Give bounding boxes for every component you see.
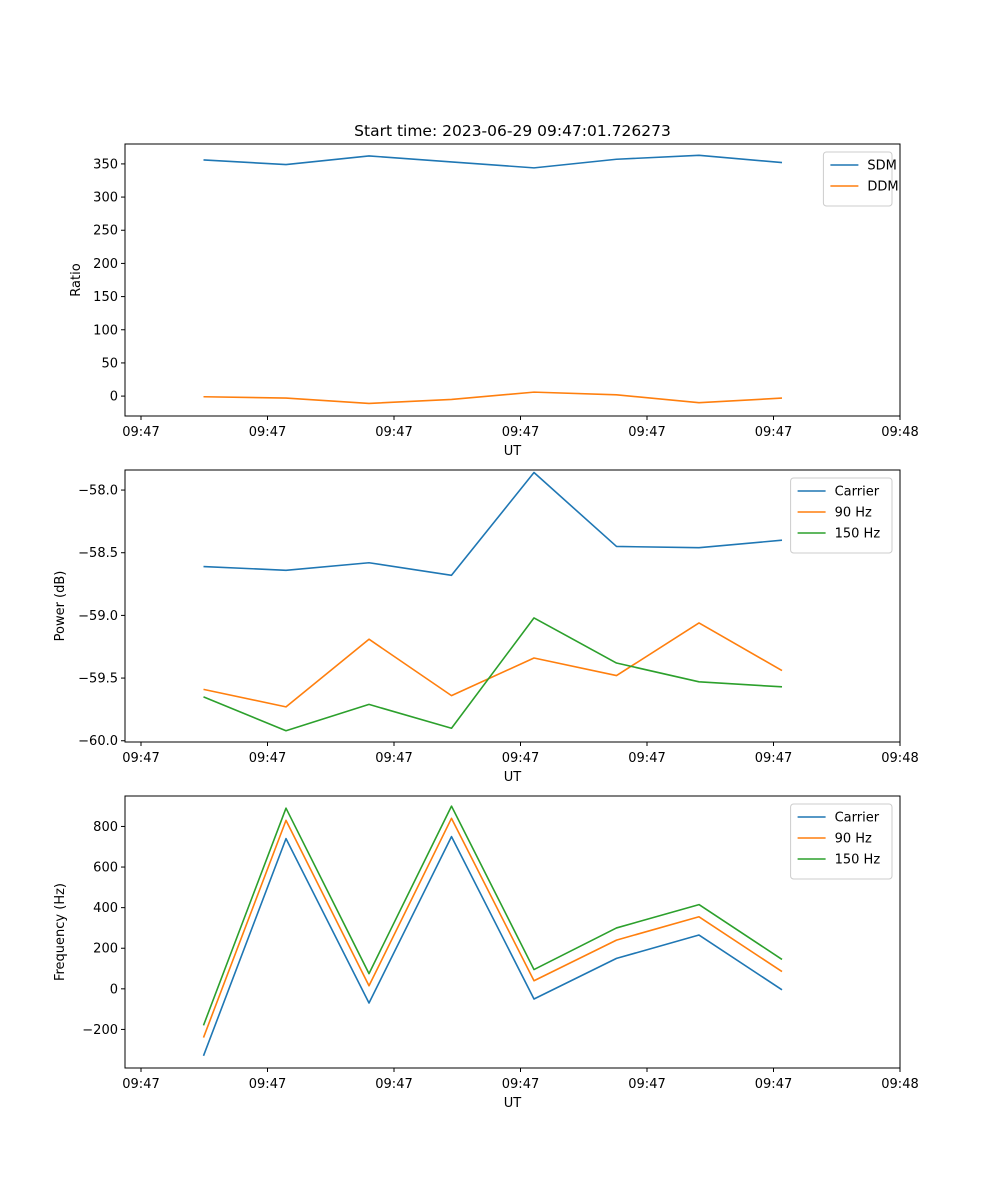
x-tick-label: 09:47 [122,425,159,440]
axes-frame [124,469,901,743]
y-tick-label: −58.5 [78,546,118,561]
legend-label: DDM [867,180,898,195]
chart-panel-2: 09:47 09:47 09:47 09:47 09:47 09:47 09:48 −60.0… [53,469,919,785]
x-tick-label: 09:47 [375,425,412,440]
y-tick-label: −60.0 [78,734,118,749]
legend-label: Carrier [835,485,880,500]
x-tick-label: 09:47 [628,425,665,440]
series-line-1-2 [203,391,783,405]
axes-frame [124,143,901,417]
series-line-1-1 [203,154,783,169]
x-tick-label: 09:47 [249,751,286,766]
x-tick-label: 09:47 [502,425,539,440]
legend-label: 150 Hz [835,853,881,868]
legend: Carrier 90 Hz 150 Hz [790,803,893,880]
legend: SDM DDM [822,151,899,207]
y-tick-label: −59.5 [78,672,118,687]
y-tick-label: 100 [93,323,118,338]
series-line-3-3 [202,805,783,1026]
y-tick-label: 0 [110,390,118,405]
legend-label: 150 Hz [835,527,881,542]
y-tick-label: 600 [93,861,118,876]
x-tick-label: 09:48 [881,751,918,766]
x-tick-label: 09:47 [755,751,792,766]
legend-box [790,477,893,554]
x-tick-label: 09:47 [375,1077,412,1092]
series-line-2-3 [203,617,783,732]
y-tick-label: 200 [93,257,118,272]
y-tick-label: 350 [93,157,118,172]
y-axis-label: Power (dB) [53,571,68,642]
x-tick-label: 09:47 [628,1077,665,1092]
x-tick-label: 09:47 [755,425,792,440]
y-tick-label: 200 [93,942,118,957]
x-tick-label: 09:47 [755,1077,792,1092]
y-axis-label: Ratio [69,263,84,296]
y-tick-label: 300 [93,191,118,206]
x-axis-label: UT [504,1096,522,1111]
legend-box [790,803,893,880]
chart-panel-1: 09:47 09:47 09:47 09:47 09:47 09:47 09:48 0 50 10… [69,143,919,459]
y-tick-label: 800 [93,820,118,835]
y-tick-label: 400 [93,901,118,916]
x-tick-label: 09:47 [122,1077,159,1092]
legend-label: Carrier [835,811,880,826]
y-tick-label: 150 [93,290,118,305]
y-tick-label: −58.0 [78,484,118,499]
y-tick-label: 250 [93,224,118,239]
x-tick-label: 09:47 [502,1077,539,1092]
y-axis-label: Frequency (Hz) [53,883,68,981]
axes-frame [124,795,901,1069]
series-line-2-2 [203,622,783,708]
x-tick-label: 09:47 [122,751,159,766]
chart-panel-3: 09:47 09:47 09:47 09:47 09:47 09:47 09:48 −200 0… [53,795,919,1111]
x-tick-label: 09:47 [628,751,665,766]
legend-label: 90 Hz [835,506,872,521]
legend-label: 90 Hz [835,832,872,847]
series-line-3-1 [202,835,783,1057]
x-tick-label: 09:48 [881,425,918,440]
y-tick-label: −200 [82,1023,118,1038]
y-tick-label: 0 [110,982,118,997]
series-line-3-2 [202,817,783,1038]
x-tick-label: 09:48 [881,1077,918,1092]
x-axis-label: UT [504,770,522,785]
x-tick-label: 09:47 [375,751,412,766]
series-line-2-1 [203,471,783,577]
x-tick-label: 09:47 [249,1077,286,1092]
legend-label: SDM [867,159,896,174]
legend: Carrier 90 Hz 150 Hz [790,477,893,554]
x-tick-label: 09:47 [249,425,286,440]
y-tick-label: −59.0 [78,609,118,624]
x-axis-label: UT [504,444,522,459]
y-tick-label: 50 [101,356,118,371]
x-tick-label: 09:47 [502,751,539,766]
chart-title: Start time: 2023-06-29 09:47:01.726273 [354,122,671,140]
